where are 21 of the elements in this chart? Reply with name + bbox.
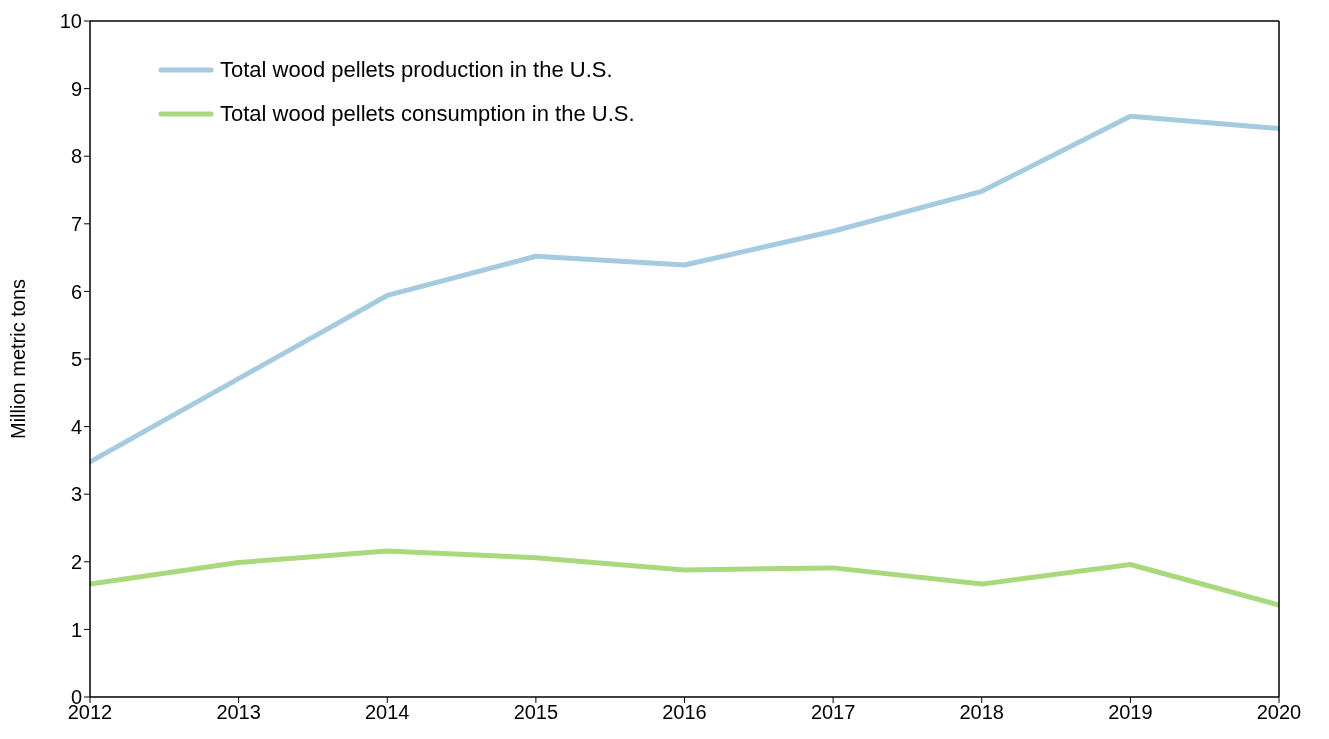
- x-tick-label: 2015: [513, 701, 559, 724]
- x-tick-label: 2017: [810, 701, 856, 724]
- y-tick-label: 5: [70, 348, 82, 371]
- y-tick-label: 6: [70, 280, 82, 303]
- y-tick-label: 4: [70, 415, 82, 438]
- y-tick-label: 9: [70, 77, 82, 100]
- x-tick-label: 2018: [959, 701, 1004, 724]
- x-tick-label: 2014: [365, 701, 410, 724]
- legend-label: Total wood pellets production in the U.S.: [220, 57, 613, 83]
- legend-label: Total wood pellets consumption in the U.S.: [220, 101, 635, 127]
- y-tick-label: 3: [70, 483, 82, 506]
- y-tick-label: 1: [70, 618, 82, 641]
- x-tick-label: 2019: [1108, 701, 1153, 724]
- y-tick-label: 7: [70, 212, 82, 235]
- y-tick-label: 2: [70, 550, 82, 573]
- y-tick-label: 8: [70, 145, 82, 168]
- x-tick-label: 2020: [1256, 701, 1302, 724]
- x-tick-label: 2016: [662, 701, 707, 724]
- y-axis-title: Million metric tons: [7, 278, 30, 440]
- y-tick-label: 10: [59, 10, 82, 33]
- x-tick-label: 2013: [216, 701, 261, 724]
